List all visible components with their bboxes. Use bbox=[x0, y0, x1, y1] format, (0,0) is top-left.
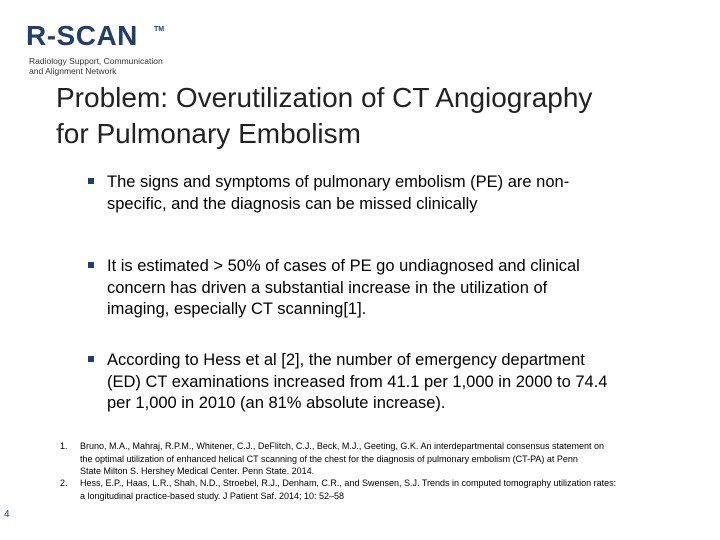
logo-tagline-line: Radiology Support, Communication bbox=[29, 56, 163, 66]
square-bullet-icon bbox=[88, 178, 94, 184]
logo-trademark: TM bbox=[154, 26, 165, 33]
reference-line: State Milton S. Hershey Medical Center. … bbox=[80, 466, 315, 476]
reference-line: Hess, E.P., Haas, L.R., Shah, N.D., Stro… bbox=[80, 478, 617, 488]
bullet-text: According to Hess et al [2], the number … bbox=[107, 350, 687, 415]
reference-line: Bruno, M.A., Mahraj, R.P.M., Whitener, C… bbox=[80, 441, 605, 451]
slide-title-line: Problem: Overutilization of CT Angiograp… bbox=[56, 82, 593, 113]
logo-tagline-line: and Alignment Network bbox=[29, 66, 117, 76]
reference-text: Hess, E.P., Haas, L.R., Shah, N.D., Stro… bbox=[80, 477, 700, 502]
bullet-line: concern has driven a substantial increas… bbox=[107, 278, 548, 297]
bullet-line: The signs and symptoms of pulmonary embo… bbox=[107, 173, 570, 191]
bullet-line: (ED) CT examinations increased from 41.1… bbox=[107, 372, 608, 391]
logo-wordmark: R-SCAN bbox=[26, 20, 138, 51]
reference-line: a longitudinal practice-based study. J P… bbox=[80, 490, 345, 501]
reference-line: the optimal utilization of enhanced heli… bbox=[80, 453, 578, 464]
reference-number: 2. bbox=[60, 478, 68, 488]
slide-title: Problem: Overutilization of CT Angiograp… bbox=[56, 80, 696, 152]
reference-text: Bruno, M.A., Mahraj, R.P.M., Whitener, C… bbox=[80, 440, 700, 478]
bullet-line: It is estimated > 50% of cases of PE go … bbox=[107, 257, 580, 275]
bullet-line: imaging, especially CT scanning[1]. bbox=[107, 300, 367, 318]
bullet-text: The signs and symptoms of pulmonary embo… bbox=[107, 172, 687, 215]
bullet-line: specific, and the diagnosis can be misse… bbox=[107, 194, 478, 213]
bullet-text: It is estimated > 50% of cases of PE go … bbox=[107, 256, 687, 321]
square-bullet-icon bbox=[88, 262, 94, 268]
reference-number: 1. bbox=[60, 441, 68, 451]
bullet-line: per 1,000 in 2010 (an 81% absolute incre… bbox=[107, 394, 446, 412]
square-bullet-icon bbox=[88, 356, 94, 362]
rscan-logo: R-SCAN TM Radiology Support, Communicati… bbox=[26, 22, 166, 82]
slide-title-line: for Pulmonary Embolism bbox=[56, 118, 361, 149]
page-number: 4 bbox=[4, 509, 10, 520]
bullet-line: According to Hess et al [2], the number … bbox=[107, 351, 585, 369]
